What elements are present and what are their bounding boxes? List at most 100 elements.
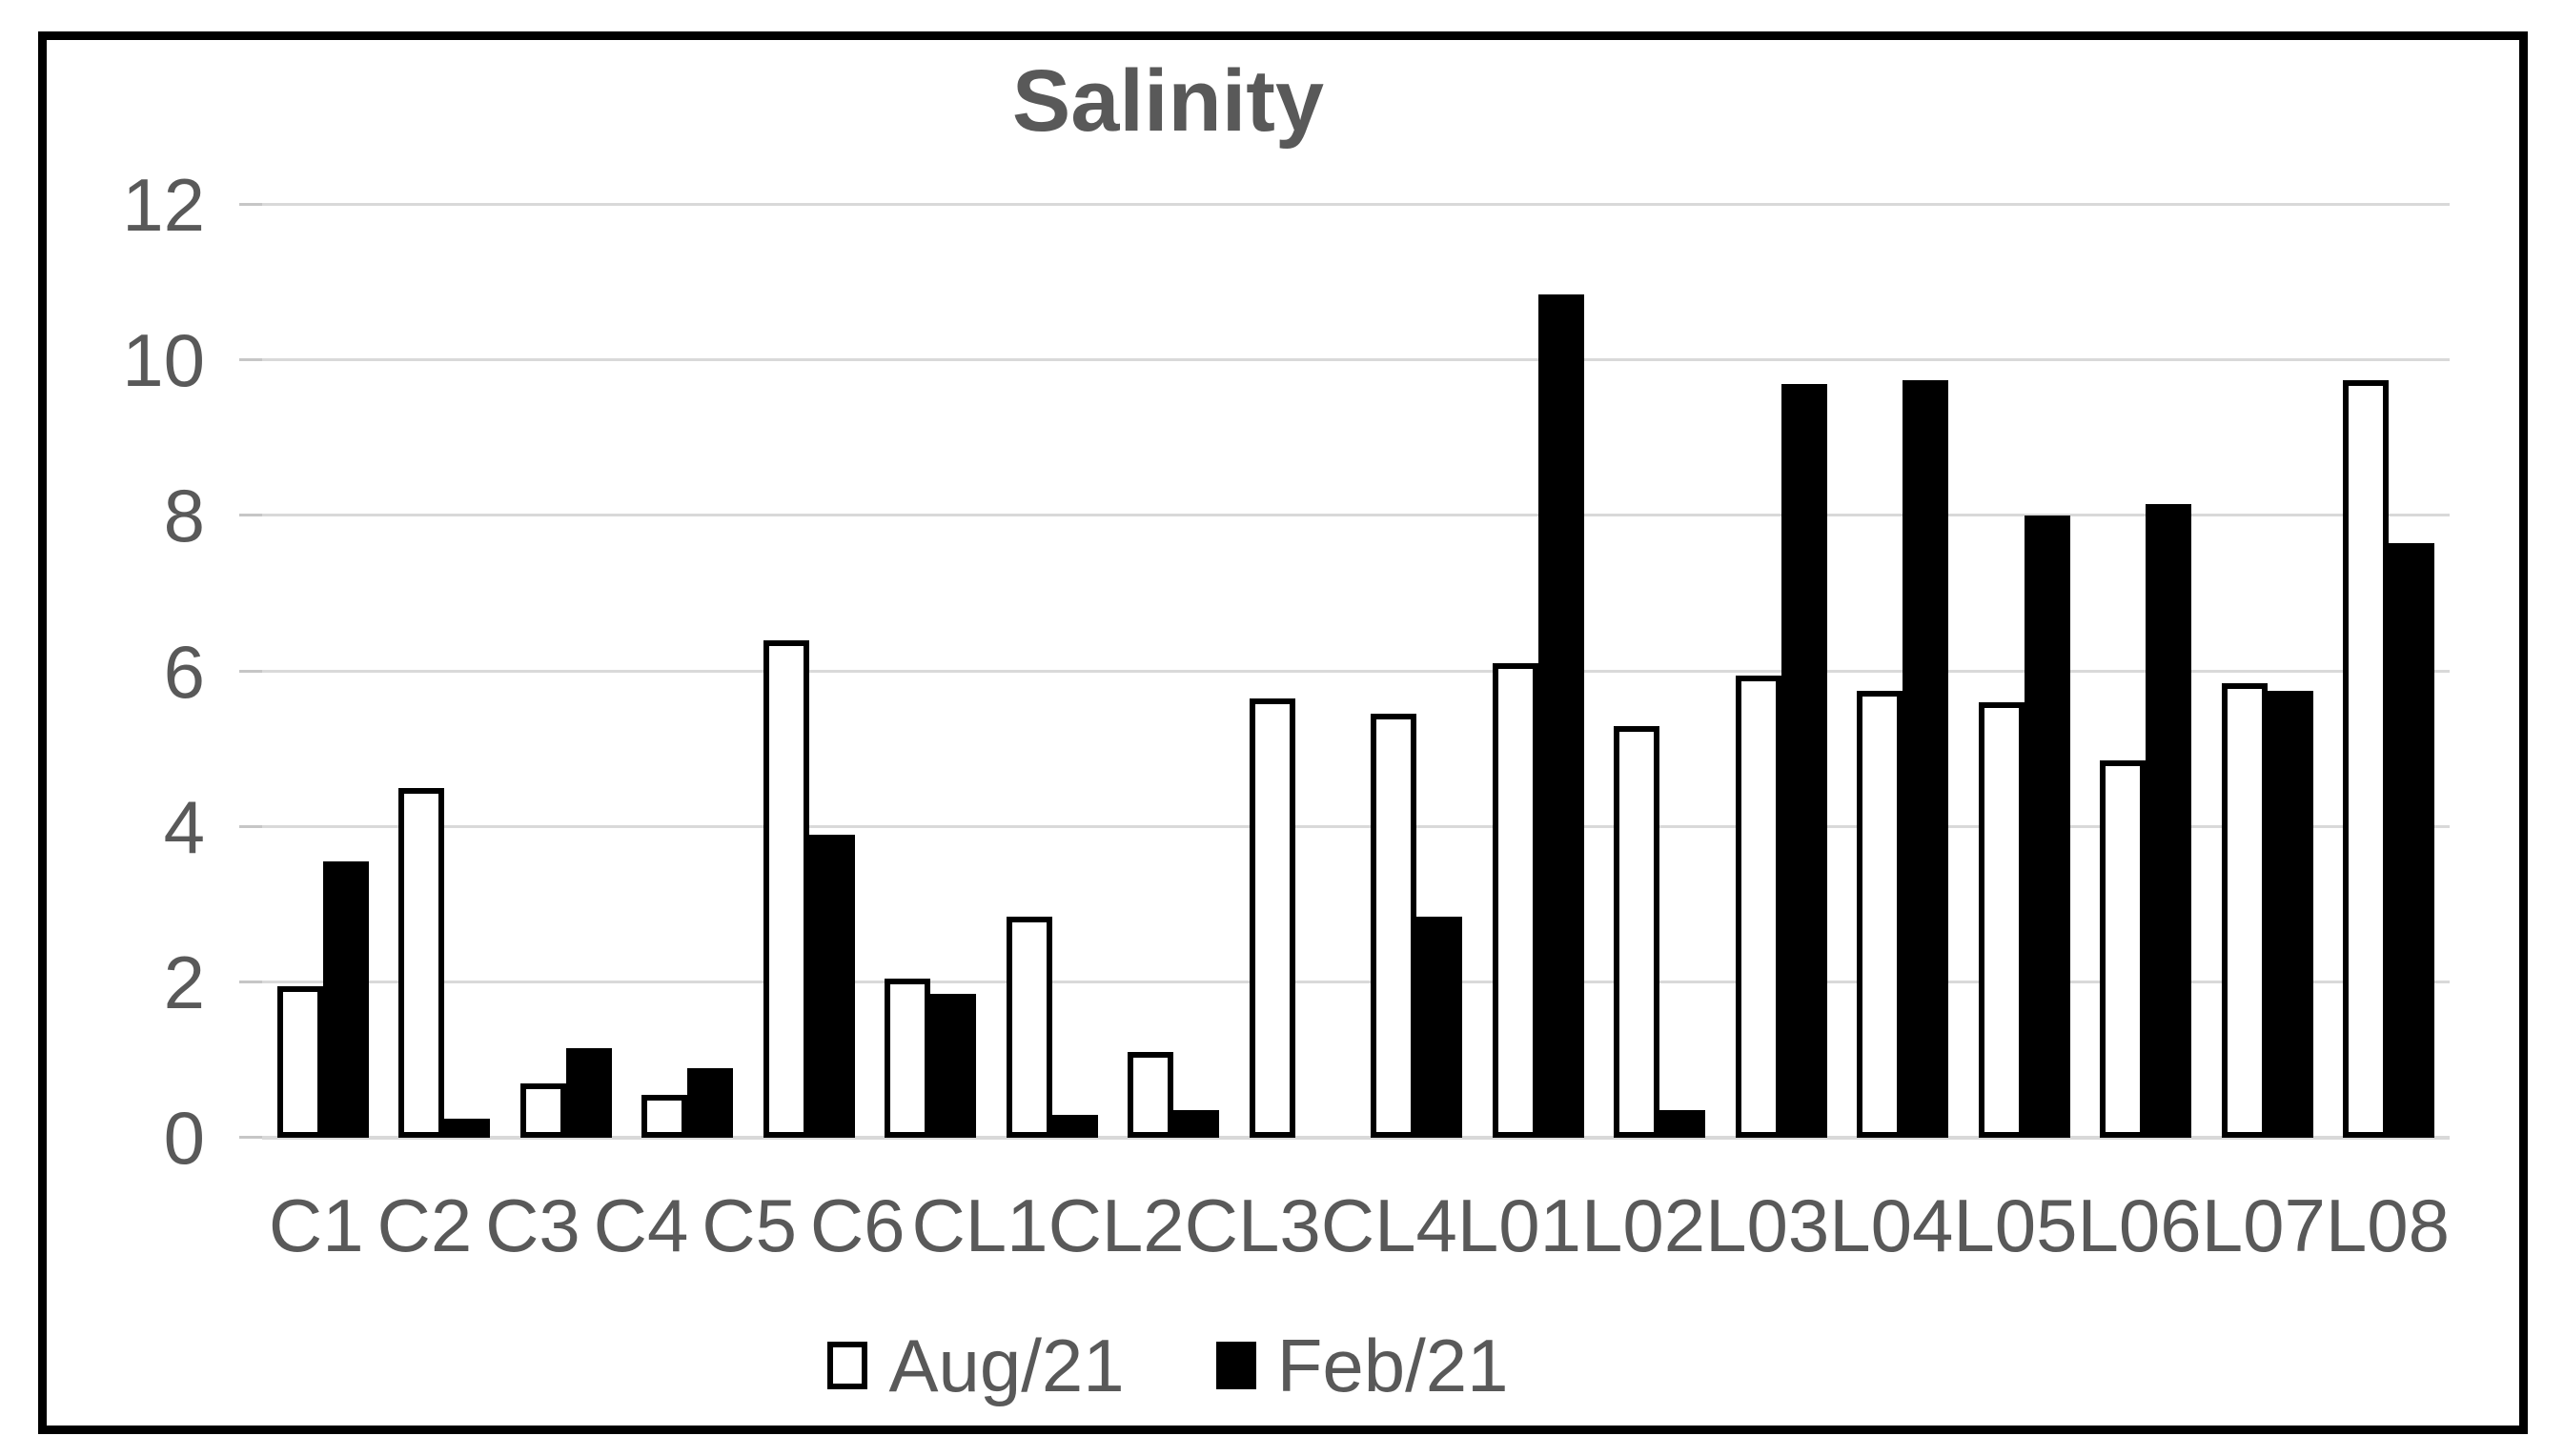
chart-title: Salinity <box>1011 52 1325 150</box>
bar-group-L01 <box>1477 205 1599 1138</box>
bar-L07-Feb/21 <box>2267 690 2313 1138</box>
y-tick-0 <box>239 1136 262 1139</box>
bar-group-C3 <box>505 205 627 1138</box>
bar-CL1-Feb/21 <box>1051 1114 1098 1138</box>
feb-series-swatch-icon <box>1215 1342 1256 1389</box>
bar-C1-Aug/21 <box>276 985 323 1138</box>
bar-L04-Feb/21 <box>1903 379 1949 1138</box>
bar-group-L02 <box>1599 205 1721 1138</box>
bar-C6-Aug/21 <box>885 978 931 1138</box>
bar-group-C4 <box>627 205 749 1138</box>
bar-group-CL3 <box>1234 205 1356 1138</box>
bar-L03-Aug/21 <box>1735 675 1781 1138</box>
bar-group-C1 <box>262 205 384 1138</box>
gridline-4 <box>262 824 2450 828</box>
bar-group-CL2 <box>1113 205 1235 1138</box>
x-axis-label-C2: C2 <box>376 1183 473 1267</box>
bar-group-L08 <box>2329 205 2451 1138</box>
bar-group-C5 <box>748 205 870 1138</box>
x-axis-label-L02: L02 <box>1580 1183 1706 1267</box>
y-axis-labels: 0 2 4 6 8 10 12 <box>47 168 239 1175</box>
bar-group-L07 <box>2207 205 2329 1138</box>
bar-CL2-Aug/21 <box>1128 1052 1174 1138</box>
bar-L02-Feb/21 <box>1659 1110 1706 1138</box>
y-tick-12 <box>239 203 262 206</box>
bar-C5-Aug/21 <box>763 639 809 1138</box>
x-axis-label-L08: L08 <box>2325 1183 2450 1267</box>
bar-C3-Feb/21 <box>565 1048 612 1138</box>
gridline-2 <box>262 980 2450 983</box>
bar-group-L05 <box>1964 205 2086 1138</box>
y-axis-tick-label: 8 <box>163 474 205 558</box>
x-axis-label-C4: C4 <box>593 1183 689 1267</box>
bar-L07-Aug/21 <box>2221 682 2268 1138</box>
bar-L03-Feb/21 <box>1781 383 1827 1138</box>
legend-label-feb: Feb/21 <box>1276 1324 1509 1407</box>
x-axis-label-L03: L03 <box>1705 1183 1830 1267</box>
x-axis-label-L07: L07 <box>2201 1183 2326 1267</box>
y-tick-4 <box>239 824 262 828</box>
x-axis-label-L04: L04 <box>1829 1183 1954 1267</box>
bar-group-L04 <box>1842 205 1964 1138</box>
y-axis-tick-label: 0 <box>163 1096 205 1180</box>
x-axis-labels: C1 C2 C3 C4 C5 C6 CL1 CL2 CL3 CL4 L01 L02 L03 L04 L05 L… <box>262 1188 2450 1263</box>
x-axis-label-CL2: CL2 <box>1048 1183 1185 1267</box>
bar-group-CL4 <box>1356 205 1478 1138</box>
gridline-10 <box>262 358 2450 362</box>
chart-frame: Salinity 0 2 4 6 8 10 12 C1 C2 C3 C4 C5 C6 CL1 CL2 CL3… <box>38 31 2528 1434</box>
plot-area <box>239 203 2450 1140</box>
bar-L06-Feb/21 <box>2146 504 2192 1138</box>
y-tick-6 <box>239 669 262 673</box>
bar-group-C6 <box>870 205 992 1138</box>
bar-L01-Aug/21 <box>1492 663 1538 1138</box>
bar-C5-Feb/21 <box>808 834 855 1138</box>
bar-C4-Aug/21 <box>641 1095 688 1138</box>
bar-CL1-Aug/21 <box>1006 916 1052 1138</box>
bar-L01-Feb/21 <box>1537 293 1584 1138</box>
y-tick-2 <box>239 980 262 983</box>
bar-C2-Aug/21 <box>398 787 445 1138</box>
bar-L05-Feb/21 <box>2024 516 2070 1138</box>
y-tick-10 <box>239 358 262 362</box>
bar-CL3-Aug/21 <box>1249 698 1295 1138</box>
x-axis-label-CL3: CL3 <box>1184 1183 1321 1267</box>
legend: Aug/21 Feb/21 <box>0 1328 2400 1403</box>
x-axis-label-C3: C3 <box>485 1183 580 1267</box>
x-axis-label-L06: L06 <box>2077 1183 2202 1267</box>
x-axis-label-C1: C1 <box>268 1183 364 1267</box>
x-axis-baseline <box>262 1136 2450 1140</box>
gridline-8 <box>262 514 2450 517</box>
legend-entry-aug: Aug/21 <box>827 1324 1125 1407</box>
bar-L06-Aug/21 <box>2100 760 2147 1138</box>
bar-group-L06 <box>2086 205 2208 1138</box>
y-axis-tick-label: 2 <box>163 940 205 1024</box>
y-axis-tick-label: 10 <box>122 318 205 403</box>
y-axis-tick-label: 6 <box>163 629 205 714</box>
legend-entry-feb: Feb/21 <box>1215 1324 1509 1407</box>
x-axis-label-C6: C6 <box>809 1183 906 1267</box>
bar-C6-Feb/21 <box>930 994 977 1138</box>
bar-C1-Feb/21 <box>322 861 369 1138</box>
y-axis-tick-label: 4 <box>163 784 205 869</box>
y-tick-8 <box>239 514 262 517</box>
bar-CL4-Feb/21 <box>1416 916 1463 1138</box>
x-axis-label-CL4: CL4 <box>1320 1183 1457 1267</box>
bar-L08-Aug/21 <box>2343 379 2390 1138</box>
y-axis-tick-label: 12 <box>122 163 205 247</box>
bar-C3-Aug/21 <box>519 1082 566 1138</box>
legend-label-aug: Aug/21 <box>888 1324 1125 1407</box>
bar-L04-Aug/21 <box>1857 690 1903 1138</box>
bar-C2-Feb/21 <box>444 1118 491 1138</box>
x-axis-label-C5: C5 <box>702 1183 797 1267</box>
bar-C4-Feb/21 <box>687 1067 734 1138</box>
gridline-12 <box>262 203 2450 206</box>
x-axis-label-L05: L05 <box>1953 1183 2078 1267</box>
x-axis-label-L01: L01 <box>1456 1183 1581 1267</box>
bar-group-C2 <box>384 205 506 1138</box>
bar-L05-Aug/21 <box>1978 702 2025 1138</box>
aug-series-swatch-icon <box>827 1342 868 1389</box>
bar-group-CL1 <box>991 205 1113 1138</box>
bars-layer <box>262 205 2450 1138</box>
bar-CL4-Aug/21 <box>1371 714 1417 1138</box>
bar-L02-Aug/21 <box>1614 725 1660 1138</box>
